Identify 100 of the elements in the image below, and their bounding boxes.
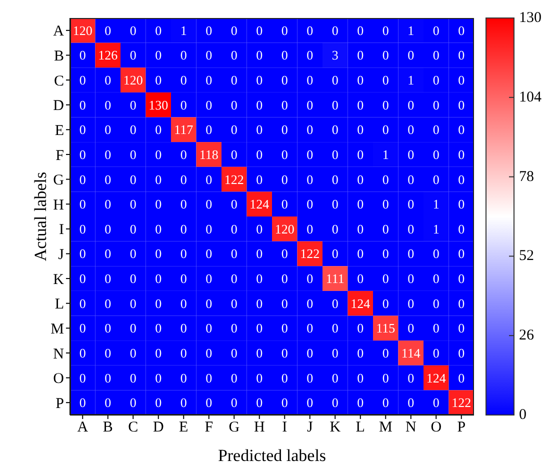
data-label: 0	[458, 196, 465, 212]
data-label: 0	[104, 296, 112, 311]
data-label: 122	[452, 395, 472, 410]
data-label: 0	[306, 196, 314, 212]
data-label: 0	[155, 221, 162, 236]
data-label: 0	[130, 221, 136, 236]
x-tick-label: H	[254, 420, 265, 436]
data-label: 0	[432, 395, 440, 410]
data-label: 0	[458, 271, 465, 286]
color-bar-label: 130	[519, 10, 542, 26]
data-label: 0	[306, 320, 314, 336]
data-label: 0	[206, 172, 212, 187]
data-label: 0	[206, 395, 212, 410]
data-label: 0	[79, 48, 86, 63]
x-tick-label: A	[77, 420, 88, 436]
data-label: 0	[206, 196, 212, 212]
data-label: 0	[458, 296, 465, 311]
data-label: 0	[230, 196, 238, 212]
data-label: 0	[256, 122, 263, 138]
data-label: 0	[281, 122, 288, 138]
data-label: 0	[155, 246, 162, 262]
data-label: 0	[281, 370, 288, 386]
y-tick-label: H	[53, 197, 64, 214]
data-label: 0	[281, 345, 288, 360]
data-label: 0	[382, 246, 389, 262]
data-label: 0	[357, 320, 364, 336]
data-label: 0	[332, 221, 338, 236]
data-label: 0	[155, 370, 162, 386]
data-label: 0	[104, 146, 112, 162]
data-label: 0	[130, 172, 136, 187]
color-bar-label: 78	[519, 168, 534, 185]
data-label: 0	[332, 172, 338, 187]
data-label: 0	[79, 246, 86, 262]
data-label: 0	[104, 221, 112, 236]
data-label: 0	[155, 48, 162, 63]
data-label: 0	[332, 22, 338, 38]
data-label: 0	[306, 122, 314, 138]
data-label: 0	[130, 48, 136, 63]
data-label: 0	[180, 196, 187, 212]
data-label: 0	[281, 395, 288, 410]
y-tick-label: L	[54, 296, 64, 313]
data-label: 0	[79, 172, 86, 187]
data-label: 3	[332, 48, 338, 63]
data-label: 0	[432, 22, 440, 38]
data-label: 1	[432, 196, 440, 212]
data-label: 0	[79, 345, 86, 360]
data-label: 0	[357, 370, 364, 386]
data-label: 0	[256, 72, 263, 88]
data-label: 0	[332, 395, 338, 410]
data-label: 0	[256, 22, 263, 38]
y-tick-label: E	[54, 122, 64, 139]
data-label: 122	[300, 246, 320, 262]
x-tick-label: I	[282, 420, 288, 436]
data-label: 0	[408, 320, 414, 336]
data-label: 0	[256, 345, 263, 360]
data-label: 0	[206, 370, 212, 386]
data-label: 124	[350, 296, 371, 311]
data-label: 0	[206, 246, 212, 262]
data-label: 126	[98, 48, 118, 63]
data-label: 0	[357, 271, 364, 286]
data-label: 0	[79, 196, 86, 212]
data-label: 0	[256, 370, 263, 386]
data-label: 0	[230, 345, 238, 360]
data-label: 0	[230, 97, 238, 112]
data-label: 0	[382, 72, 389, 88]
x-tick-label: J	[306, 420, 313, 436]
data-label: 115	[376, 320, 396, 336]
data-label: 0	[432, 72, 440, 88]
data-label: 0	[130, 370, 136, 386]
data-label: 0	[281, 172, 288, 187]
data-label: 0	[432, 48, 440, 63]
data-label: 0	[458, 48, 465, 63]
data-label: 0	[458, 122, 465, 138]
y-tick-label: N	[53, 346, 64, 362]
data-label: 0	[408, 296, 414, 311]
y-tick-label: A	[53, 24, 64, 40]
data-label: 0	[382, 221, 389, 236]
data-label: 0	[130, 296, 136, 311]
data-label: 0	[382, 395, 389, 410]
data-label: 1	[382, 146, 389, 162]
y-tick-label: O	[53, 371, 64, 388]
data-label: 0	[256, 246, 263, 262]
data-label: 0	[79, 221, 86, 236]
data-label: 0	[432, 345, 440, 360]
data-label: 0	[130, 22, 136, 38]
y-tick-label: J	[58, 247, 64, 264]
data-label: 0	[130, 146, 136, 162]
data-label: 0	[180, 271, 187, 286]
data-label: 0	[79, 395, 86, 410]
data-label: 0	[382, 172, 389, 187]
data-label: 0	[432, 296, 440, 311]
data-label: 0	[230, 221, 238, 236]
data-label: 0	[408, 48, 414, 63]
y-tick-label: I	[59, 222, 64, 238]
data-label: 0	[104, 122, 112, 138]
data-label: 0	[408, 172, 414, 187]
y-tick-label: B	[54, 48, 64, 65]
data-label: 0	[306, 271, 314, 286]
data-label: 0	[408, 122, 414, 138]
data-label: 0	[104, 320, 112, 336]
